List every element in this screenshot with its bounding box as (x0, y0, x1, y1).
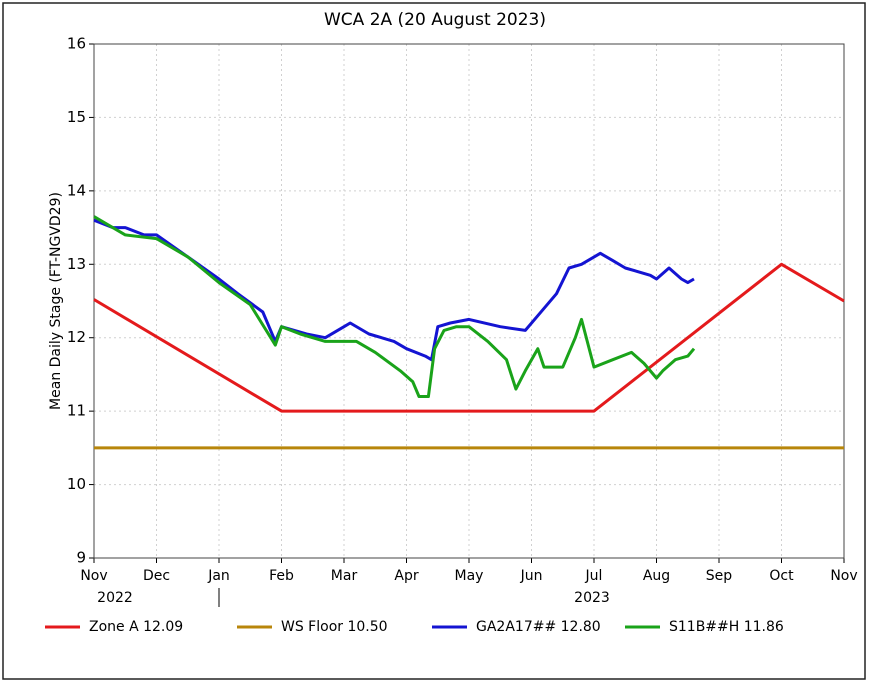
y-tick-label: 15 (67, 108, 86, 126)
year-label: 2023 (574, 590, 610, 606)
legend-label: GA2A17## 12.80 (476, 619, 601, 635)
series-line (93, 218, 695, 362)
x-tick-label: Jun (520, 568, 543, 584)
y-tick-label: 13 (67, 255, 86, 273)
x-tick-label: Aug (643, 568, 670, 584)
y-tick-label: 12 (67, 328, 86, 346)
y-tick-label: 11 (67, 402, 86, 420)
x-tick-label: May (455, 568, 484, 584)
x-tick-label: Nov (80, 568, 107, 584)
y-axis-label: Mean Daily Stage (FT-NGVD29) (48, 192, 64, 410)
x-tick-label: Apr (394, 568, 418, 584)
series-line (93, 262, 845, 413)
legend-label: S11B##H 11.86 (669, 619, 784, 635)
x-tick-label: Feb (269, 568, 294, 584)
chart-title: WCA 2A (20 August 2023) (324, 10, 546, 30)
x-tick-label: Mar (331, 568, 358, 584)
year-label: 2022 (97, 590, 133, 606)
legend-label: WS Floor 10.50 (281, 619, 388, 635)
x-tick-label: Oct (769, 568, 794, 584)
legend-label: Zone A 12.09 (89, 619, 183, 635)
x-tick-label: Jan (207, 568, 230, 584)
x-tick-label: Nov (830, 568, 857, 584)
x-tick-label: Sep (706, 568, 733, 584)
x-tick-label: Jul (585, 568, 603, 584)
x-tick-label: Dec (143, 568, 170, 584)
series-line (93, 215, 696, 398)
y-tick-label: 16 (67, 35, 86, 53)
y-tick-label: 10 (67, 475, 86, 493)
y-tick-label: 14 (67, 181, 86, 199)
y-tick-label: 9 (76, 549, 86, 567)
